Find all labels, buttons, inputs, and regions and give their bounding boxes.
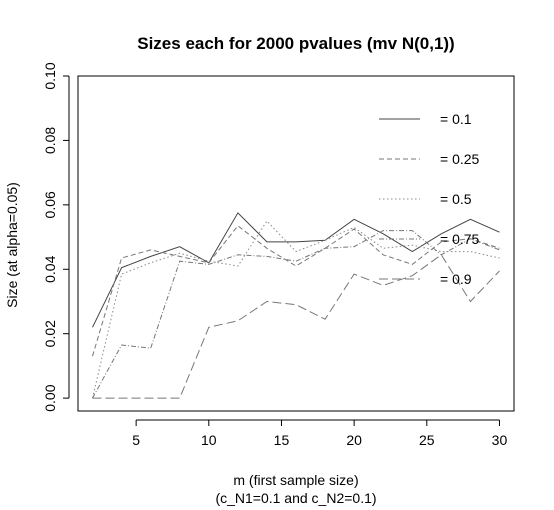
legend: = 0.1 = 0.25 = 0.5 = 0.75 = 0.9 [379,111,480,287]
series-line-3 [92,220,500,399]
chart-title: Sizes each for 2000 pvalues (mv N(0,1)) [137,34,454,53]
legend-label-5: = 0.9 [440,271,472,287]
series-lines [92,212,500,399]
x-tick-label: 5 [132,432,140,448]
x-tick-label: 10 [201,432,217,448]
series-line-5 [92,254,500,399]
plot-box [77,75,515,412]
series-line-4 [92,230,500,399]
y-axis-label: Size (at alpha=0.05) [4,182,20,308]
y-tick-label: 0.04 [42,255,58,282]
y-axis: 0.00 0.02 0.04 0.06 0.08 0.10 [42,62,70,412]
legend-label-3: = 0.5 [440,191,472,207]
y-tick-label: 0.06 [42,191,58,218]
legend-label-1: = 0.1 [440,111,472,127]
y-tick-label: 0.10 [42,62,58,89]
legend-label-2: = 0.25 [440,151,480,167]
y-tick-label: 0.02 [42,320,58,347]
x-axis: 5 10 15 20 25 30 [132,419,508,448]
x-tick-label: 15 [274,432,290,448]
y-tick-label: 0.08 [42,127,58,154]
x-tick-label: 20 [346,432,362,448]
legend-label-4: = 0.75 [440,231,480,247]
series-line-2 [92,225,500,357]
x-axis-sublabel: (c_N1=0.1 and c_N2=0.1) [215,490,376,506]
x-tick-label: 30 [492,432,508,448]
x-tick-label: 25 [419,432,435,448]
series-line-1 [92,212,500,328]
y-tick-label: 0.00 [42,384,58,411]
x-axis-label: m (first sample size) [233,472,358,488]
